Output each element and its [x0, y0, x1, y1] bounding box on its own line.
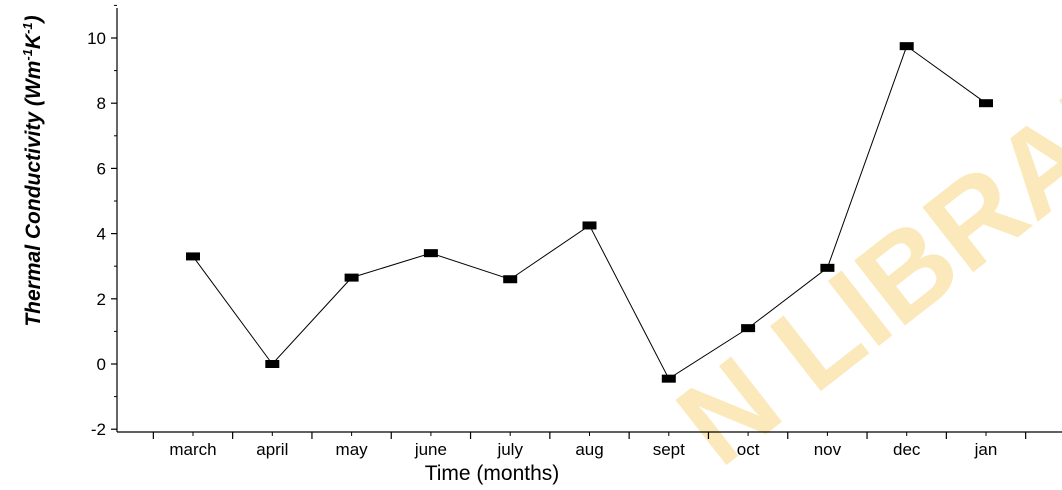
- data-point-marker: [979, 99, 993, 108]
- x-tick-label: july: [496, 440, 523, 459]
- data-series: [186, 42, 993, 383]
- data-point-marker: [423, 249, 438, 258]
- x-tick-label: jan: [974, 440, 998, 459]
- y-axis-title-mid: K: [22, 32, 45, 49]
- data-point-marker: [741, 324, 756, 333]
- x-tick-label: june: [414, 440, 447, 459]
- x-tick-label: march: [169, 440, 216, 459]
- x-tick-label: dec: [893, 440, 921, 459]
- data-point-marker: [186, 252, 200, 261]
- y-axis-ticks: -2 0 2 4 6 8 10: [87, 4, 117, 439]
- y-tick-label: 4: [97, 225, 106, 244]
- data-point-marker: [820, 263, 835, 272]
- y-axis-title-sup2: -1: [20, 22, 35, 34]
- x-tick-label: nov: [814, 440, 842, 459]
- x-tick-label: april: [256, 440, 288, 459]
- data-point-marker: [344, 273, 359, 282]
- y-tick-label: -2: [91, 420, 106, 439]
- watermark-text: N LIBRARY: [654, 0, 1062, 490]
- data-point-marker: [661, 374, 676, 383]
- x-tick-label: aug: [575, 440, 603, 459]
- data-point-marker: [582, 221, 597, 230]
- x-axis-title: Time (months): [425, 462, 560, 485]
- data-point-marker: [503, 275, 518, 284]
- y-tick-label: 0: [97, 355, 106, 374]
- watermark: N LIBRARY: [654, 0, 1062, 490]
- x-tick-label: sept: [653, 440, 685, 459]
- data-point-marker: [899, 42, 914, 51]
- x-tick-label: may: [336, 440, 369, 459]
- x-axis-ticks: march april may june july aug sept oct nov dec jan: [152, 432, 1027, 459]
- y-tick-label: 6: [97, 159, 106, 178]
- y-tick-label: 8: [97, 94, 106, 113]
- y-axis-title-end: ): [22, 15, 45, 24]
- y-tick-label: 10: [87, 29, 106, 48]
- y-axis-title-main: Thermal Conductivity (Wm: [22, 61, 45, 327]
- y-axis-title-sup1: -1: [20, 49, 35, 61]
- x-tick-label: oct: [737, 440, 760, 459]
- y-axis-title: Thermal Conductivity (Wm-1K-1): [20, 15, 45, 326]
- data-point-marker: [265, 360, 280, 368]
- y-tick-label: 2: [97, 290, 106, 309]
